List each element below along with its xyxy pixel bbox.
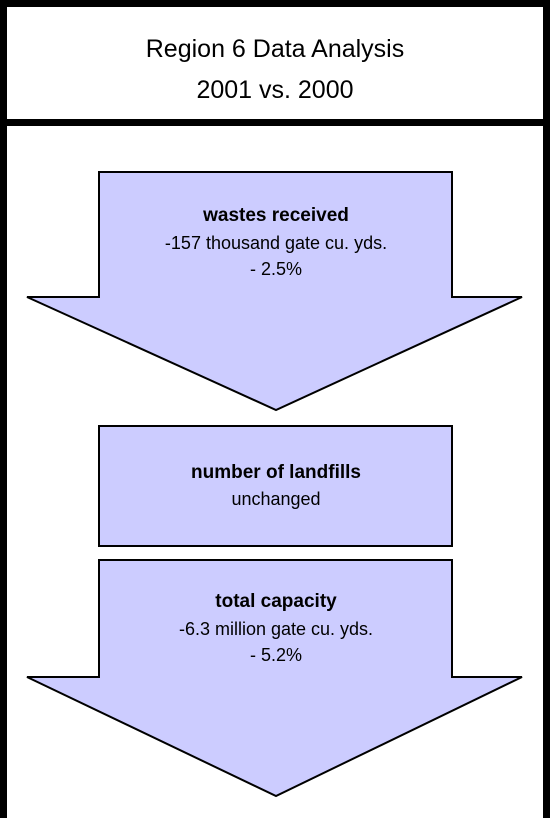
node-text: - 5.2% xyxy=(250,645,302,665)
title: Region 6 Data Analysis xyxy=(146,35,404,63)
subtitle: 2001 vs. 2000 xyxy=(196,76,353,104)
node-text: -157 thousand gate cu. yds. xyxy=(165,233,387,253)
node-label: wastes received xyxy=(202,205,349,226)
arrow xyxy=(26,559,523,798)
node-text: -6.3 million gate cu. yds. xyxy=(179,619,373,639)
node-text: - 2.5% xyxy=(250,259,302,279)
node-label: total capacity xyxy=(215,591,337,612)
node-text: unchanged xyxy=(231,489,320,509)
arrow xyxy=(26,171,523,412)
header-box xyxy=(7,7,543,119)
node-label: number of landfills xyxy=(191,462,361,483)
box xyxy=(98,425,453,547)
